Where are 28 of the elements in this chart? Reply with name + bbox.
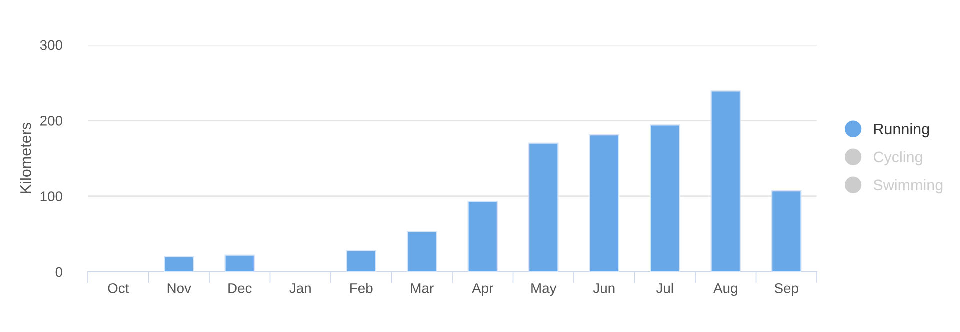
x-tick-label: Apr bbox=[472, 284, 494, 296]
x-tick-label: May bbox=[532, 284, 557, 296]
x-tick-label: Jul bbox=[656, 283, 674, 294]
x-tick-label: Jan bbox=[290, 284, 311, 294]
bar bbox=[589, 134, 620, 272]
bar bbox=[650, 124, 680, 272]
bar bbox=[528, 142, 559, 272]
x-tick-label: Mar bbox=[411, 284, 434, 294]
x-tick-label: Feb bbox=[350, 283, 373, 294]
bar bbox=[224, 254, 256, 272]
legend-label: Running bbox=[874, 123, 930, 138]
x-tick-label: Sep bbox=[774, 283, 798, 296]
x-tick-label: Aug bbox=[714, 284, 738, 296]
y-tick-label: 100 bbox=[40, 192, 62, 202]
bar bbox=[346, 250, 377, 272]
y-tick-label: 300 bbox=[40, 40, 62, 50]
y-axis-title: Kilometers bbox=[20, 122, 32, 194]
bar bbox=[468, 201, 498, 272]
y-tick-label: 0 bbox=[56, 267, 62, 278]
y-tick-label: 200 bbox=[40, 116, 62, 126]
x-tick-label: Jun bbox=[593, 284, 615, 294]
bar bbox=[710, 90, 742, 272]
x-tick-label: Oct bbox=[108, 283, 130, 294]
bar bbox=[406, 231, 438, 272]
x-tick-label: Dec bbox=[228, 284, 252, 294]
x-tick-label: Nov bbox=[168, 284, 192, 294]
bar bbox=[771, 190, 802, 272]
bar bbox=[164, 256, 194, 272]
